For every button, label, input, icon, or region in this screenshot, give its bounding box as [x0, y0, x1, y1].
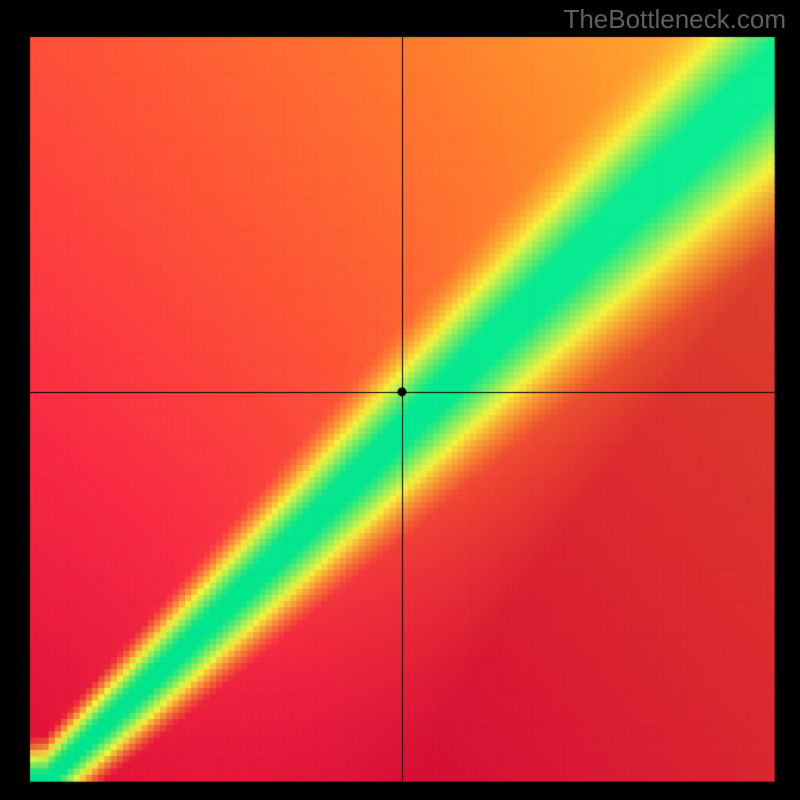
source-watermark: TheBottleneck.com [563, 4, 786, 35]
bottleneck-heatmap [0, 0, 800, 800]
